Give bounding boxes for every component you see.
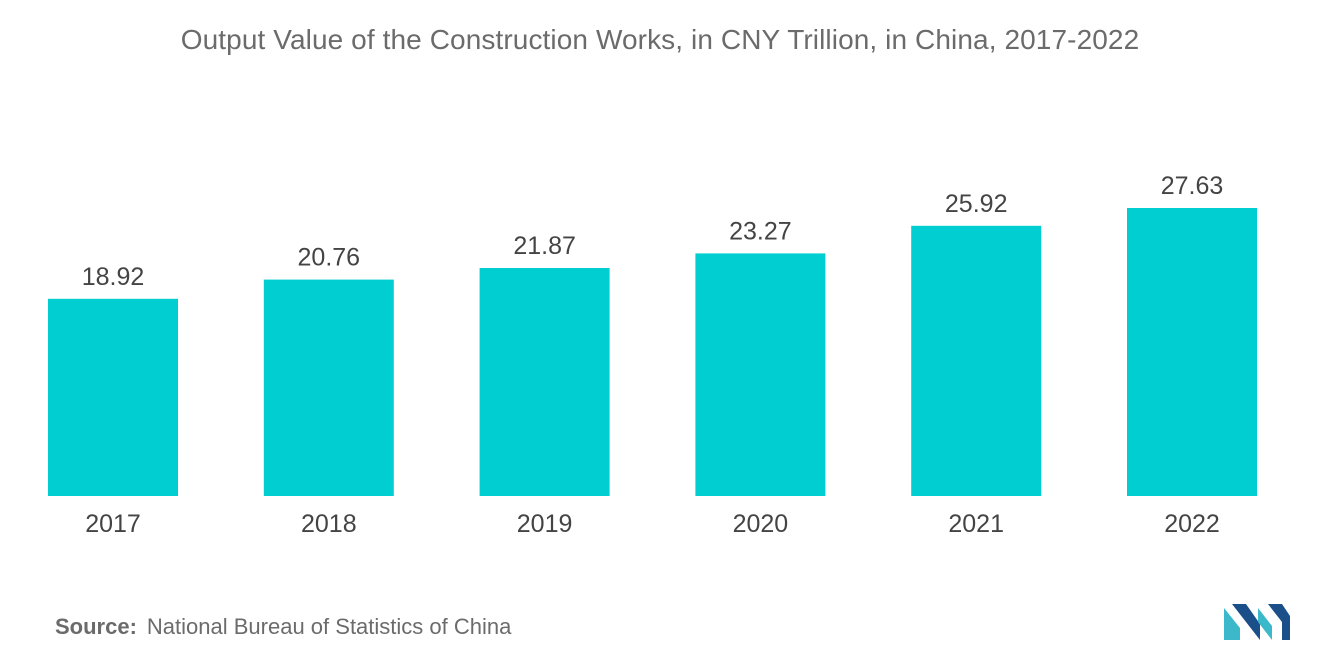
chart-title: Output Value of the Construction Works, … [180, 24, 1140, 55]
value-label-2019: 21.87 [513, 232, 576, 260]
value-label-2017: 18.92 [82, 263, 145, 291]
tick-labels-layer: 2017 2018 2019 2020 2021 2022 [85, 510, 1220, 538]
value-label-2021: 25.92 [945, 190, 1008, 218]
value-label-2022: 27.63 [1161, 172, 1224, 200]
bar-2019 [479, 268, 610, 496]
x-tick-label-2018: 2018 [301, 510, 357, 538]
bars-layer [48, 208, 1257, 497]
x-tick-label-2021: 2021 [948, 510, 1004, 538]
bar-2022 [1127, 208, 1257, 496]
x-tick-label-2020: 2020 [733, 510, 789, 538]
source-line: Source: National Bureau of Statistics of … [55, 614, 511, 640]
mordor-intelligence-logo-icon [1224, 604, 1290, 640]
bar-2017 [48, 298, 178, 496]
source-text: National Bureau of Statistics of China [146, 614, 512, 639]
x-tick-label-2017: 2017 [85, 510, 141, 538]
value-label-2018: 20.76 [298, 244, 361, 272]
value-labels-layer: 18.92 20.76 21.87 23.27 25.92 27.63 [82, 172, 1224, 291]
x-tick-label-2022: 2022 [1164, 510, 1220, 538]
source-label: Source: [55, 614, 137, 639]
bar-2020 [695, 253, 826, 496]
x-tick-label-2019: 2019 [517, 510, 573, 538]
bar-2021 [911, 225, 1042, 497]
bar-2018 [263, 279, 394, 496]
value-label-2020: 23.27 [729, 217, 792, 245]
